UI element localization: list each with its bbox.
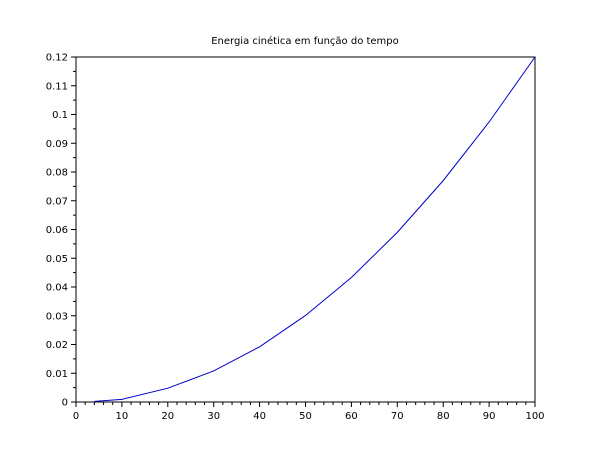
- y-axis: 0 0.01 0.02 0.03 0.04 0.05 0.06 0.07 0.08 0.09 0.1…: [46, 53, 76, 409]
- plot-area-frame: [75, 56, 536, 403]
- y-tick-label: 0.05: [46, 254, 68, 265]
- y-tick-label: 0.04: [46, 283, 68, 294]
- y-tick-label: 0.08: [46, 168, 68, 179]
- y-tick-label: 0.03: [46, 311, 68, 322]
- x-tick-label: 50: [299, 411, 312, 422]
- y-tick-label: 0.09: [46, 139, 68, 150]
- y-tick-label: 0.11: [46, 81, 68, 92]
- x-tick-label: 10: [116, 411, 129, 422]
- x-tick-label: 70: [391, 411, 404, 422]
- x-tick-label: 20: [161, 411, 174, 422]
- y-tick-label: 0.01: [46, 369, 68, 380]
- x-tick-label: 90: [483, 411, 496, 422]
- x-axis: 0 10 20 30 40 50 60 70 80 90 100: [73, 402, 545, 422]
- x-tick-label: 80: [437, 411, 450, 422]
- x-tick-label: 40: [253, 411, 266, 422]
- chart-title: Energia cinética em função do tempo: [211, 35, 399, 47]
- x-tick-label: 0: [73, 411, 79, 422]
- y-tick-label: 0.1: [52, 110, 68, 121]
- y-tick-label: 0.02: [46, 340, 68, 351]
- y-tick-label: 0.06: [46, 225, 68, 236]
- series-line: [94, 56, 536, 402]
- y-tick-label: 0.12: [46, 53, 68, 64]
- x-tick-label: 30: [207, 411, 220, 422]
- y-tick-label: 0: [62, 398, 68, 409]
- y-tick-label: 0.07: [46, 196, 68, 207]
- x-tick-label: 60: [345, 411, 358, 422]
- series-layer: [94, 56, 536, 402]
- x-tick-label: 100: [525, 411, 544, 422]
